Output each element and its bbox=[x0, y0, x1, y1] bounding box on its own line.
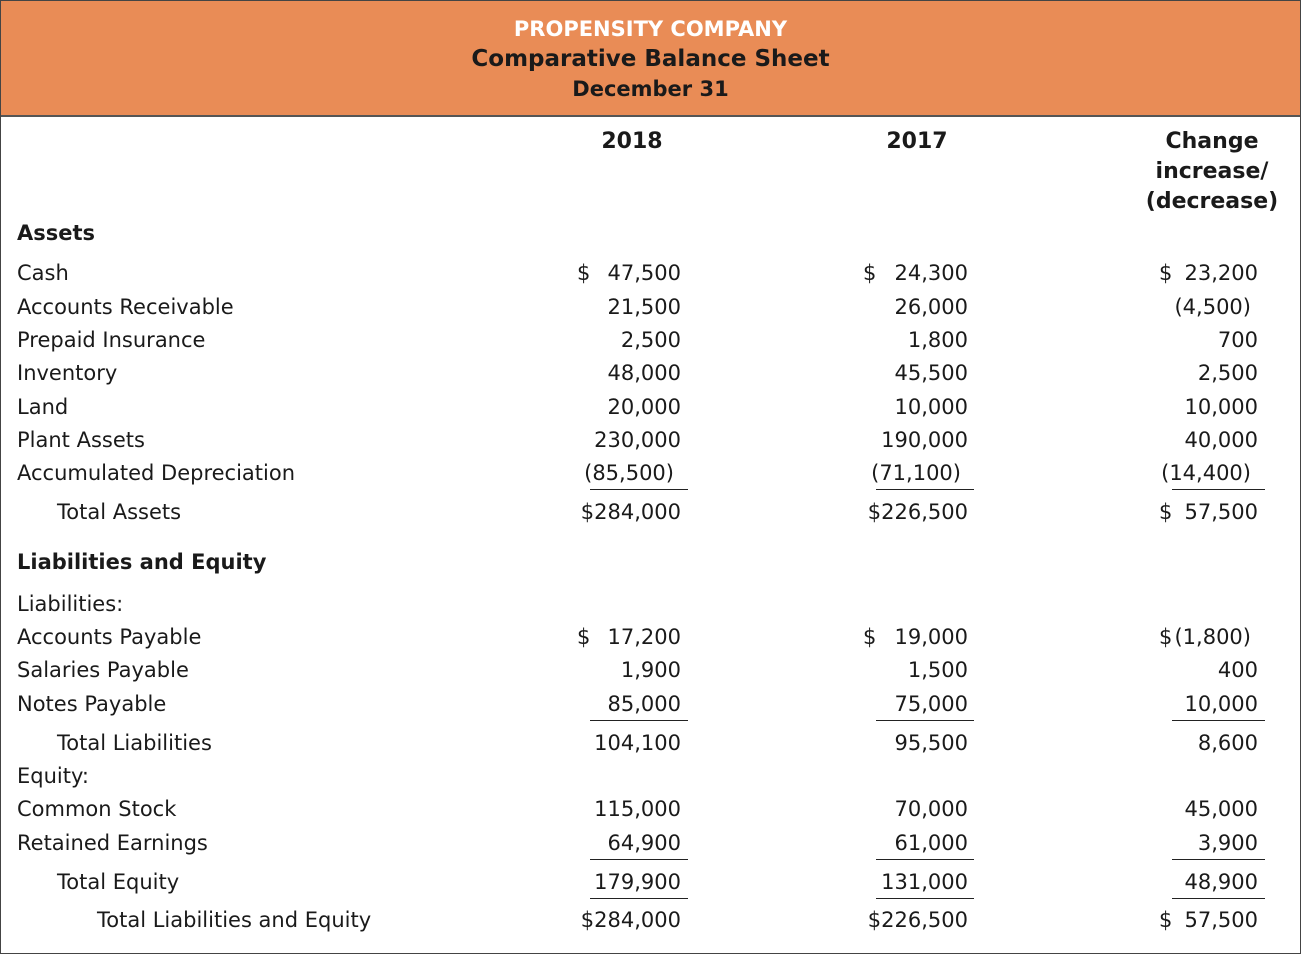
row-label: Total Liabilities bbox=[57, 731, 212, 755]
amount: $226,500 bbox=[867, 908, 968, 932]
amount: 64,900 bbox=[607, 831, 681, 855]
row-label: Land bbox=[17, 395, 69, 419]
amount: 131,000 bbox=[881, 870, 968, 894]
row-label: Equity: bbox=[17, 764, 89, 788]
underline bbox=[1172, 859, 1265, 860]
underline bbox=[1172, 898, 1265, 899]
amount: 10,000 bbox=[1184, 395, 1258, 419]
amount: (14,400) bbox=[1161, 461, 1251, 485]
amount: 17,200 bbox=[607, 625, 681, 649]
amount: 48,900 bbox=[1184, 870, 1258, 894]
currency-sign: $ bbox=[1159, 625, 1173, 649]
amount: 85,000 bbox=[607, 692, 681, 716]
amount: 61,000 bbox=[894, 831, 968, 855]
underline bbox=[876, 859, 974, 860]
currency-sign: $ bbox=[577, 261, 591, 285]
amount: 40,000 bbox=[1184, 428, 1258, 452]
underline bbox=[590, 898, 688, 899]
amount: 75,000 bbox=[894, 692, 968, 716]
amount: 23,200 bbox=[1184, 261, 1258, 285]
company-name: PROPENSITY COMPANY bbox=[513, 17, 788, 41]
row-label: Plant Assets bbox=[17, 428, 145, 452]
amount: 48,000 bbox=[607, 361, 681, 385]
sheet-date: December 31 bbox=[572, 77, 729, 101]
amount: (71,100) bbox=[871, 461, 961, 485]
amount: 19,000 bbox=[894, 625, 968, 649]
amount: 20,000 bbox=[607, 395, 681, 419]
amount: 45,500 bbox=[894, 361, 968, 385]
amount: 1,900 bbox=[620, 658, 681, 682]
column-header: increase/ bbox=[1155, 159, 1269, 184]
amount: (85,500) bbox=[584, 461, 674, 485]
underline bbox=[1172, 720, 1265, 721]
underline bbox=[876, 720, 974, 721]
underline bbox=[876, 489, 974, 490]
amount: $284,000 bbox=[580, 908, 681, 932]
amount: 57,500 bbox=[1184, 908, 1258, 932]
section-heading: Assets bbox=[17, 221, 96, 245]
amount: 2,500 bbox=[620, 328, 681, 352]
amount: $226,500 bbox=[867, 500, 968, 524]
currency-sign: $ bbox=[1159, 908, 1173, 932]
amount: 70,000 bbox=[894, 797, 968, 821]
amount: 3,900 bbox=[1197, 831, 1258, 855]
amount: 10,000 bbox=[1184, 692, 1258, 716]
currency-sign: $ bbox=[1159, 261, 1173, 285]
row-label: Total Liabilities and Equity bbox=[97, 908, 372, 932]
amount: 700 bbox=[1217, 328, 1258, 352]
row-label: Inventory bbox=[17, 361, 118, 385]
amount: 26,000 bbox=[894, 295, 968, 319]
row-label: Liabilities: bbox=[17, 592, 124, 616]
row-label: Accumulated Depreciation bbox=[17, 461, 296, 485]
section-heading: Liabilities and Equity bbox=[17, 550, 267, 574]
amount: 95,500 bbox=[894, 731, 968, 755]
amount: 10,000 bbox=[894, 395, 968, 419]
column-header: 2017 bbox=[886, 129, 948, 154]
underline bbox=[876, 898, 974, 899]
row-label: Common Stock bbox=[17, 797, 177, 821]
amount: 1,800 bbox=[907, 328, 968, 352]
sheet-title: Comparative Balance Sheet bbox=[471, 46, 830, 72]
header-bar: PROPENSITY COMPANY Comparative Balance S… bbox=[1, 1, 1300, 117]
underline bbox=[590, 489, 688, 490]
row-label: Salaries Payable bbox=[17, 658, 189, 682]
column-header: Change bbox=[1165, 129, 1259, 154]
underline bbox=[1172, 489, 1265, 490]
amount: 21,500 bbox=[607, 295, 681, 319]
amount: 190,000 bbox=[881, 428, 968, 452]
row-label: Accounts Receivable bbox=[17, 295, 234, 319]
column-header: 2018 bbox=[601, 129, 663, 154]
amount: 1,500 bbox=[907, 658, 968, 682]
row-label: Notes Payable bbox=[17, 692, 167, 716]
amount: 45,000 bbox=[1184, 797, 1258, 821]
amount: 57,500 bbox=[1184, 500, 1258, 524]
amount: 2,500 bbox=[1197, 361, 1258, 385]
amount: 230,000 bbox=[594, 428, 681, 452]
amount: 104,100 bbox=[594, 731, 681, 755]
amount: 179,900 bbox=[594, 870, 681, 894]
currency-sign: $ bbox=[1159, 500, 1173, 524]
row-label: Retained Earnings bbox=[17, 831, 208, 855]
amount: (4,500) bbox=[1174, 295, 1251, 319]
currency-sign: $ bbox=[863, 625, 877, 649]
underline bbox=[590, 859, 688, 860]
amount: 47,500 bbox=[607, 261, 681, 285]
row-label: Accounts Payable bbox=[17, 625, 202, 649]
amount: 24,300 bbox=[894, 261, 968, 285]
amount: 115,000 bbox=[594, 797, 681, 821]
underline bbox=[590, 720, 688, 721]
row-label: Total Equity bbox=[57, 870, 180, 894]
row-label: Total Assets bbox=[57, 500, 182, 524]
amount: 8,600 bbox=[1197, 731, 1258, 755]
currency-sign: $ bbox=[863, 261, 877, 285]
row-label: Prepaid Insurance bbox=[17, 328, 206, 352]
amount: (1,800) bbox=[1174, 625, 1251, 649]
column-header: (decrease) bbox=[1145, 189, 1279, 214]
amount: $284,000 bbox=[580, 500, 681, 524]
amount: 400 bbox=[1217, 658, 1258, 682]
row-label: Cash bbox=[17, 261, 69, 285]
currency-sign: $ bbox=[577, 625, 591, 649]
